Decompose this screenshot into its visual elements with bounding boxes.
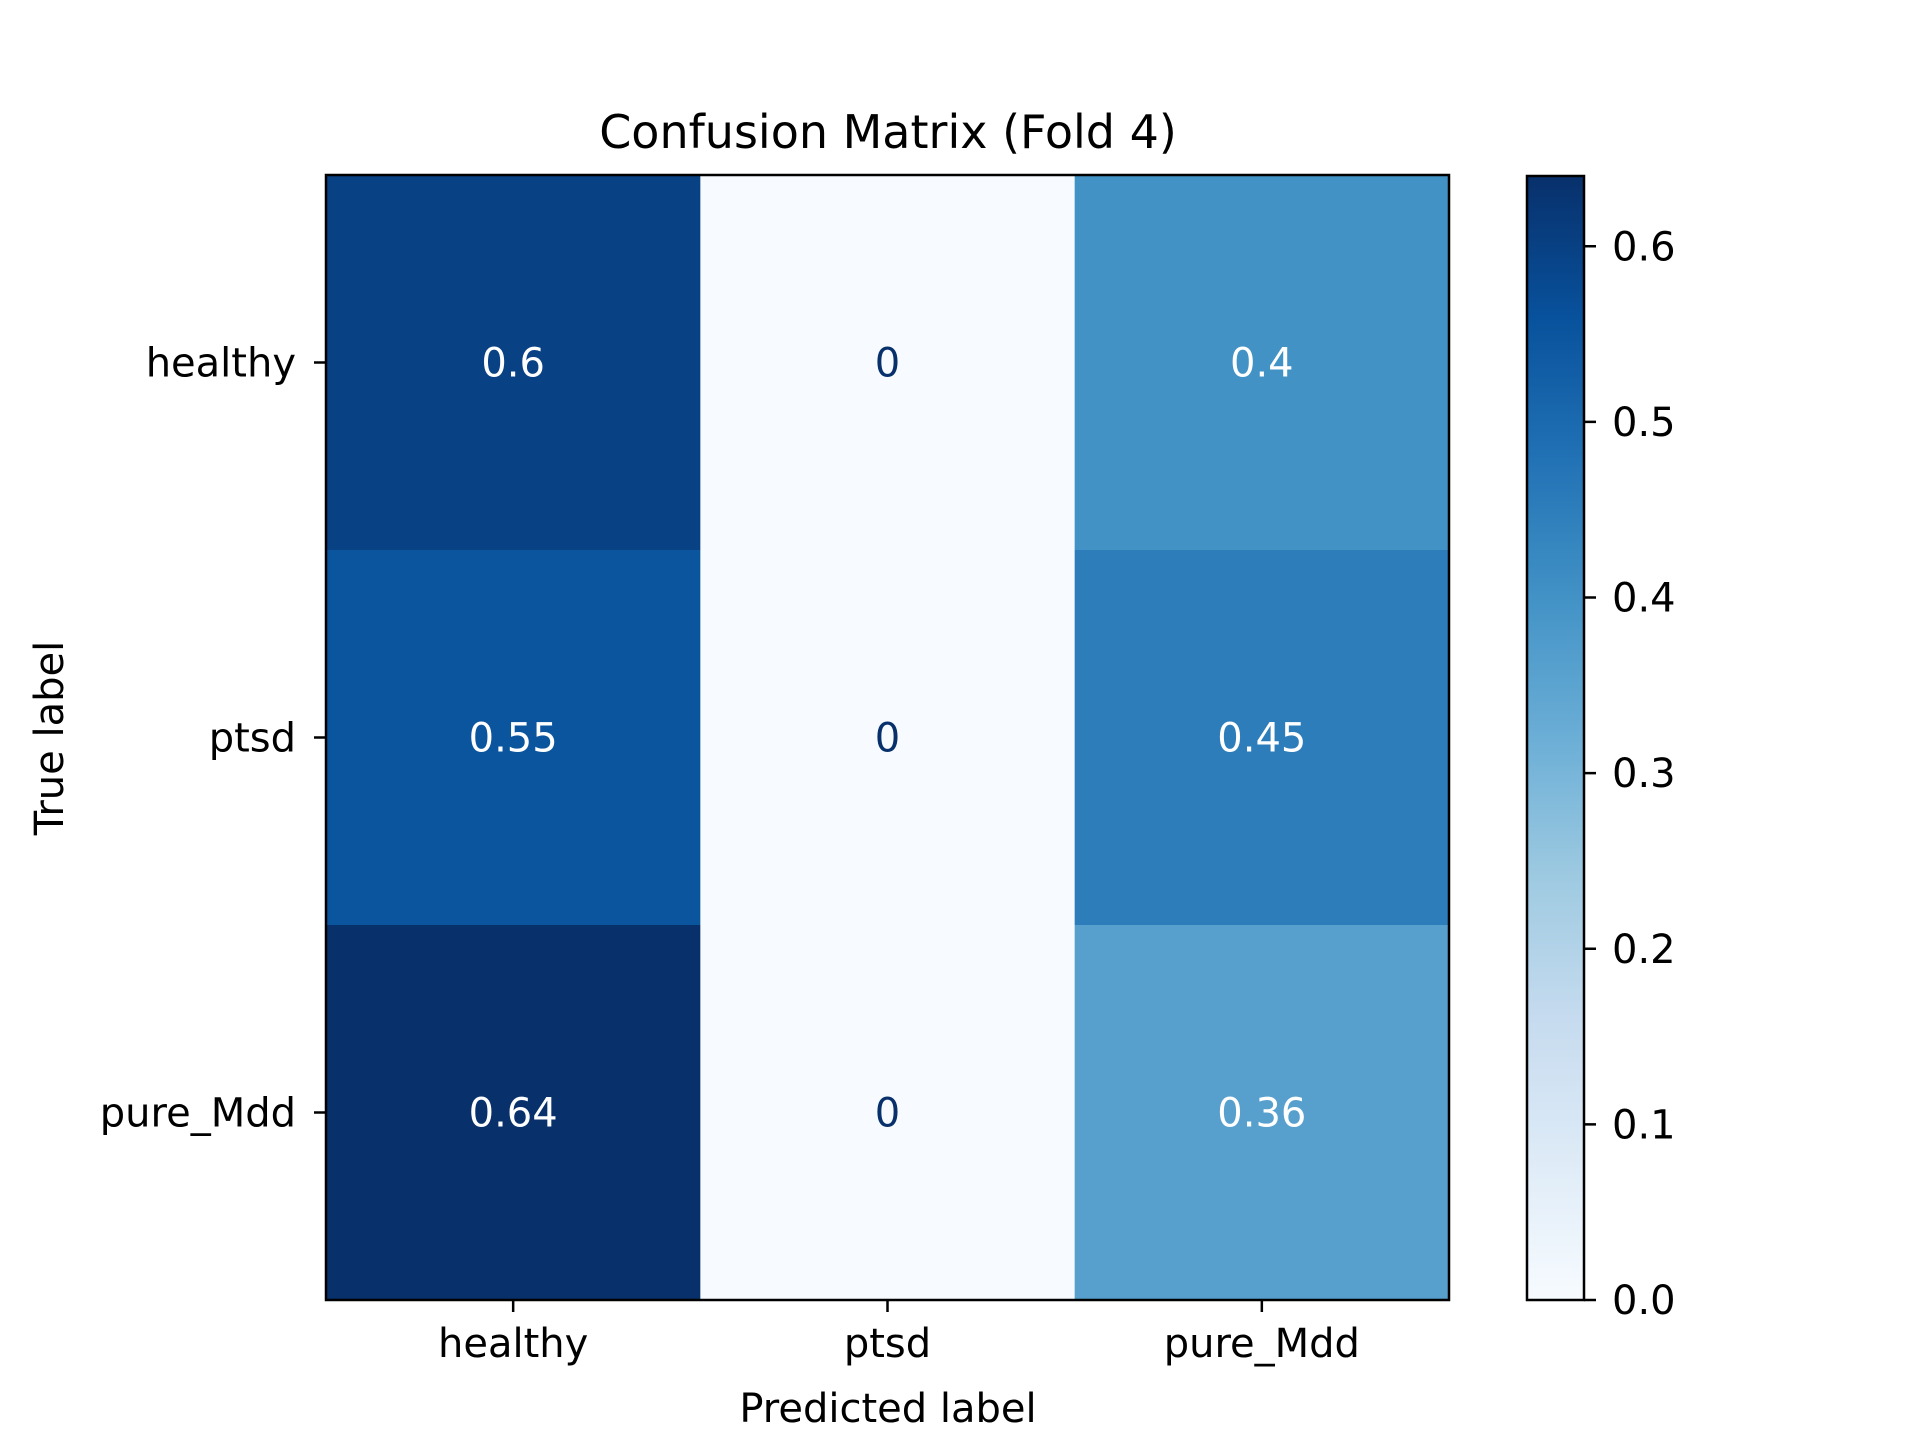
cell-0-0 bbox=[326, 175, 701, 551]
colorbar-frame bbox=[1525, 174, 1586, 1302]
cell-2-0 bbox=[326, 925, 701, 1301]
cell-0-2 bbox=[1074, 175, 1450, 551]
cell-value-0-2: 0.4 bbox=[1230, 341, 1294, 387]
cell-value-1-2: 0.45 bbox=[1217, 716, 1306, 762]
colorbar-tick-label: 0.5 bbox=[1612, 400, 1676, 446]
colorbar-tick-label: 0.4 bbox=[1612, 576, 1676, 622]
cell-1-1 bbox=[700, 550, 1076, 926]
cell-value-1-0: 0.55 bbox=[469, 716, 558, 762]
cell-2-1 bbox=[700, 925, 1076, 1301]
x-tick-label: healthy bbox=[438, 1321, 588, 1367]
colorbar-tick-label: 0.1 bbox=[1612, 1102, 1676, 1148]
colorbar-ticks: 0.0 0.1 0.2 0.3 0.4 0.5 0.6 bbox=[1584, 224, 1676, 1324]
cell-value-1-1: 0 bbox=[875, 716, 900, 762]
cell-1-2 bbox=[1074, 550, 1450, 926]
colorbar-tick-label: 0.2 bbox=[1612, 927, 1676, 973]
colorbar-tick-label: 0.0 bbox=[1612, 1278, 1676, 1324]
colorbar-tick-label: 0.6 bbox=[1612, 224, 1676, 270]
cell-value-2-0: 0.64 bbox=[469, 1091, 558, 1137]
x-tick-label: pure_Mdd bbox=[1164, 1321, 1360, 1367]
y-tick-label: healthy bbox=[146, 341, 296, 387]
matrix-cells bbox=[326, 175, 1450, 1301]
cell-value-2-1: 0 bbox=[875, 1091, 900, 1137]
x-axis-ticks: healthy ptsd pure_Mdd bbox=[438, 1300, 1360, 1367]
y-tick-label: ptsd bbox=[209, 716, 296, 762]
chart-title: Confusion Matrix (Fold 4) bbox=[599, 105, 1177, 159]
cell-value-0-1: 0 bbox=[875, 341, 900, 387]
y-axis-label: True label bbox=[27, 641, 73, 836]
cell-0-1 bbox=[700, 175, 1076, 551]
colorbar-tick-label: 0.3 bbox=[1612, 751, 1676, 797]
y-axis-ticks: healthy ptsd pure_Mdd bbox=[100, 341, 326, 1137]
cell-value-0-0: 0.6 bbox=[481, 341, 545, 387]
x-tick-label: ptsd bbox=[844, 1321, 931, 1367]
y-tick-label: pure_Mdd bbox=[100, 1091, 296, 1137]
cell-2-2 bbox=[1074, 925, 1450, 1301]
cell-1-0 bbox=[326, 550, 701, 926]
x-axis-label: Predicted label bbox=[739, 1386, 1036, 1432]
colorbar bbox=[1527, 176, 1584, 1300]
cell-value-2-2: 0.36 bbox=[1217, 1091, 1306, 1137]
matrix-cell-labels: 0.6 0 0.4 0.55 0 0.45 0.64 0 0.36 bbox=[469, 341, 1307, 1137]
